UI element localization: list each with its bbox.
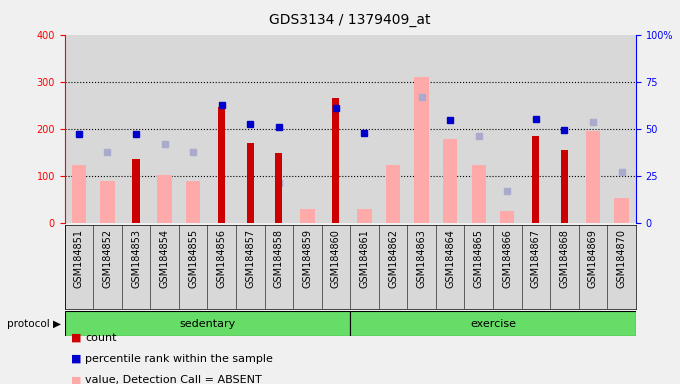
Bar (322, 35, 350, 223)
Bar (72, 165, 86, 223)
Bar (122, 35, 150, 223)
Text: protocol ▶: protocol ▶ (7, 318, 61, 329)
Text: exercise: exercise (470, 318, 516, 329)
Bar (333, 98, 339, 223)
Bar (379, 35, 407, 223)
Bar (550, 35, 579, 223)
Bar (265, 35, 293, 223)
Bar (247, 143, 254, 223)
Text: GSM184854: GSM184854 (160, 229, 169, 288)
Text: ■: ■ (71, 354, 82, 364)
Text: GSM184864: GSM184864 (445, 229, 455, 288)
Bar (207, 35, 236, 223)
Bar (500, 211, 515, 223)
Text: GSM184857: GSM184857 (245, 229, 255, 288)
Bar (522, 35, 550, 223)
Text: GSM184865: GSM184865 (474, 229, 483, 288)
Bar (236, 35, 265, 223)
Bar (579, 35, 607, 223)
Bar (350, 311, 636, 336)
Text: sedentary: sedentary (180, 318, 235, 329)
Bar (358, 209, 371, 223)
Bar (93, 35, 122, 223)
Bar (586, 131, 600, 223)
Bar (186, 181, 201, 223)
Bar (65, 311, 350, 336)
Bar (350, 35, 379, 223)
Text: GSM184859: GSM184859 (303, 229, 312, 288)
Bar (561, 150, 568, 223)
Text: GSM184867: GSM184867 (531, 229, 541, 288)
Bar (293, 35, 322, 223)
Text: GDS3134 / 1379409_at: GDS3134 / 1379409_at (269, 13, 431, 27)
Bar (436, 35, 464, 223)
Text: GSM184870: GSM184870 (617, 229, 626, 288)
Bar (615, 198, 628, 223)
Bar (443, 139, 458, 223)
Bar (415, 77, 428, 223)
Bar (464, 35, 493, 223)
Bar (275, 153, 282, 223)
Text: GSM184861: GSM184861 (360, 229, 369, 288)
Bar (472, 165, 486, 223)
Text: GSM184868: GSM184868 (560, 229, 569, 288)
Text: ■: ■ (71, 375, 82, 384)
Text: GSM184860: GSM184860 (331, 229, 341, 288)
Bar (158, 175, 171, 223)
Text: GSM184866: GSM184866 (503, 229, 512, 288)
Bar (101, 181, 114, 223)
Text: GSM184862: GSM184862 (388, 229, 398, 288)
Text: GSM184851: GSM184851 (74, 229, 84, 288)
Text: percentile rank within the sample: percentile rank within the sample (85, 354, 273, 364)
Text: GSM184855: GSM184855 (188, 229, 198, 288)
Text: GSM184869: GSM184869 (588, 229, 598, 288)
Bar (301, 209, 314, 223)
Bar (179, 35, 207, 223)
Bar (607, 35, 636, 223)
Text: GSM184863: GSM184863 (417, 229, 426, 288)
Bar (532, 136, 539, 223)
Text: GSM184853: GSM184853 (131, 229, 141, 288)
Bar (150, 35, 179, 223)
Bar (407, 35, 436, 223)
Text: value, Detection Call = ABSENT: value, Detection Call = ABSENT (85, 375, 262, 384)
Text: GSM184852: GSM184852 (103, 229, 112, 288)
Text: GSM184858: GSM184858 (274, 229, 284, 288)
Bar (65, 35, 93, 223)
Bar (218, 108, 225, 223)
Text: count: count (85, 333, 116, 343)
Text: ■: ■ (71, 333, 82, 343)
Text: GSM184856: GSM184856 (217, 229, 226, 288)
Bar (386, 165, 401, 223)
Bar (493, 35, 522, 223)
Bar (133, 159, 139, 223)
